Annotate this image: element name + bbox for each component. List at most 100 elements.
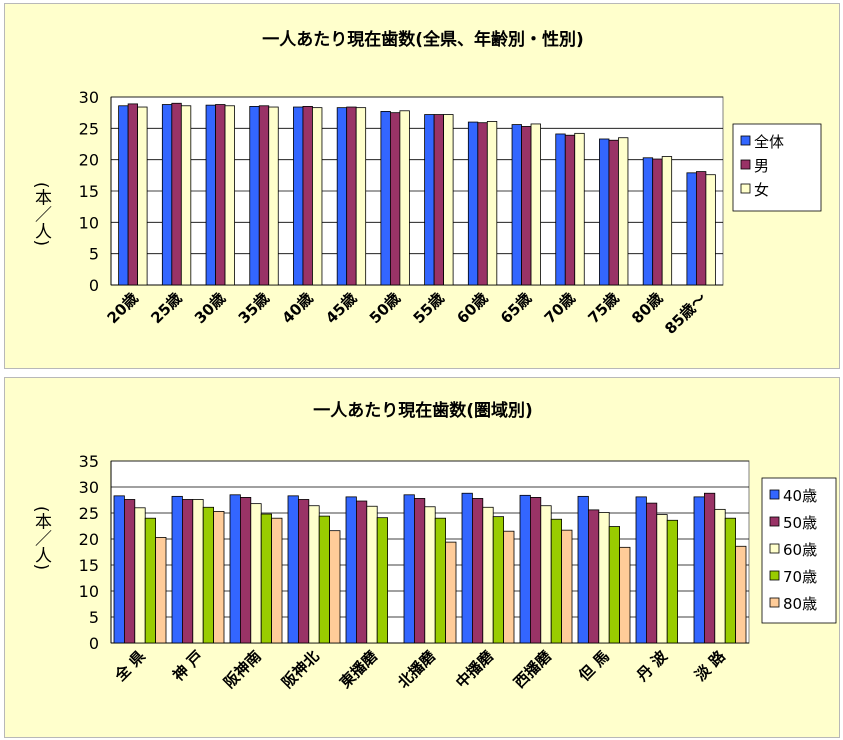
x-tick-label: 35歳 [235,289,273,327]
y-axis-label: (本／人) [31,182,52,246]
bar [345,496,357,644]
bar [171,102,182,286]
bar [302,106,313,286]
x-tick-label: 60歳 [453,289,491,327]
bar [461,492,473,644]
x-tick-label: 東播磨 [336,646,381,691]
bar [445,541,457,644]
y-tick-label: 30 [79,478,99,497]
bar [376,517,389,644]
y-tick-label: 15 [79,556,99,575]
chart-title: 一人あたり現在歯数(圏域別) [313,400,533,421]
bar [555,133,566,286]
x-tick-label: 北播磨 [394,646,439,691]
bar [519,494,531,644]
bar [205,104,216,286]
bar [530,123,541,286]
y-tick-label: 20 [79,151,99,170]
x-tick-label: 但 馬 [574,647,612,685]
x-tick-label: 阪神南 [220,647,265,692]
legend-swatch [769,489,780,500]
y-tick-label: 25 [79,504,99,523]
region-chart: 一人あたり現在歯数(圏域別) (本／人) 0 5 10 15 20 25 30 35 全 県神 … [31,400,837,692]
bar [399,110,410,286]
bar [155,537,167,644]
x-tick-label: 神 戸 [169,647,207,685]
bar [686,172,697,286]
x-tick-label: 85歳～ [661,289,710,338]
bar [434,517,447,644]
bar [666,519,679,644]
x-tick-label: 全 県 [110,647,148,685]
x-tick-label: 丹 波 [633,646,671,684]
y-tick-label: 0 [89,276,99,295]
legend-swatch [769,570,780,581]
bar [137,106,148,286]
bar [202,506,214,644]
bar [181,499,194,644]
bar [635,496,647,644]
bar [661,156,673,286]
bar [608,139,619,286]
legend-label: 50歳 [783,514,817,532]
bar [403,494,415,644]
y-tick-label: 15 [79,182,99,201]
bar [366,505,378,644]
y-tick-label: 10 [79,213,99,232]
x-tick-label: 25歳 [147,289,185,327]
bar [618,137,629,286]
bar [724,517,737,644]
bar [180,105,192,286]
bar [134,507,146,644]
bar [336,107,348,286]
y-tick-label: 0 [89,634,99,653]
bar [213,511,225,644]
bar [224,105,235,286]
bar [574,132,585,286]
bar [482,506,494,644]
bar [540,505,552,644]
bar [229,494,241,644]
bar [695,171,707,286]
legend-swatch [740,135,751,146]
bar [346,106,357,286]
bar [486,121,498,286]
legend-label: 80歳 [783,595,817,613]
bar [297,499,310,644]
x-tick-label: 40歳 [278,289,316,327]
bar [424,506,436,644]
bar [503,530,515,644]
x-tick-label: 55歳 [410,289,448,327]
x-tick-label: 50歳 [366,289,404,327]
legend-label: 全体 [754,133,784,151]
bar [598,512,610,644]
bar [642,157,654,286]
bar [118,105,129,286]
bar [215,104,226,286]
bar [113,495,125,644]
bar [521,126,532,286]
legend-label: 70歳 [783,568,817,586]
bar [258,105,270,286]
bar [588,509,600,644]
x-tick-label: 45歳 [322,289,360,327]
y-tick-label: 20 [79,530,99,549]
chart-panel-region: 一人あたり現在歯数(圏域別) (本／人) 0 5 10 15 20 25 30 35 全 県神 … [4,377,840,738]
bar [318,515,331,644]
bar [413,498,426,644]
bar [471,498,484,644]
bar [260,513,273,644]
bar [561,529,573,644]
bar [693,496,705,644]
bar [550,518,563,644]
bar [705,174,716,286]
bar [530,497,542,644]
bar [704,492,716,644]
bar [250,503,262,644]
bar [477,122,488,286]
x-tick-label: 65歳 [497,289,535,327]
bar [656,514,668,644]
bar [599,138,610,286]
bar [127,103,139,286]
bar [287,495,299,644]
